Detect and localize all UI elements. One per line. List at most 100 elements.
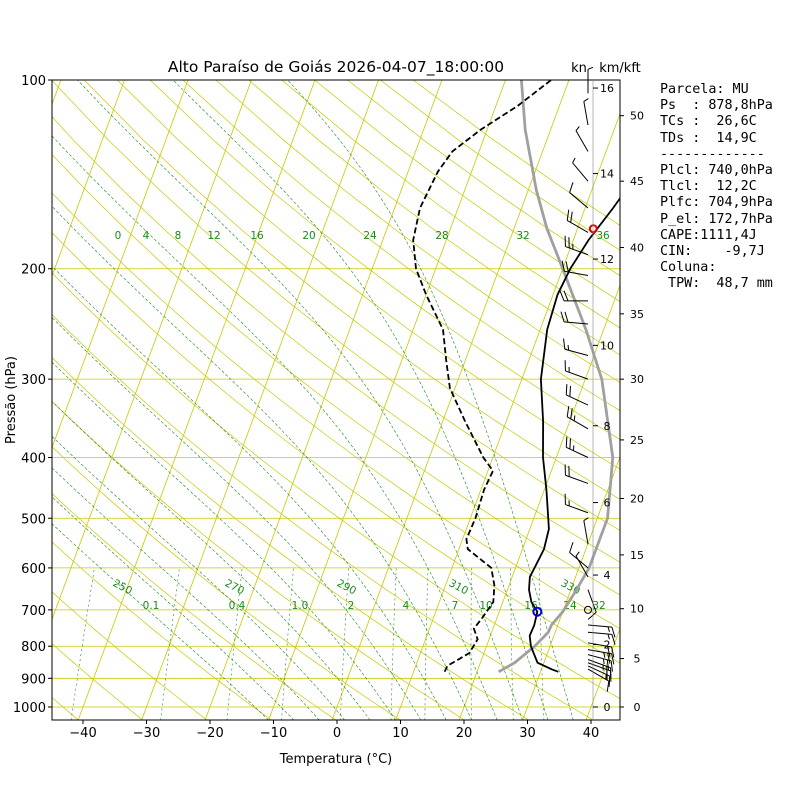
moist-adiabat-line [52,361,396,720]
barb-flag [563,290,569,302]
moist-adiabat-label: 16 [250,230,264,242]
moist-adiabat-line [52,467,320,720]
wind-barb [575,551,589,578]
barb-flag [569,542,574,553]
barb-shaft [569,552,589,569]
isotherm-line [52,80,252,621]
barb-half-flag [567,344,570,351]
kft-tick-label: 0 [634,701,641,714]
kft-tick-label: 40 [630,242,644,255]
dry-adiabat-line [52,192,620,630]
moist-adiabat-line [52,400,371,720]
wind-barb [587,624,616,638]
x-tick-label: 40 [583,726,600,741]
barb-shaft [587,654,612,662]
wind-barb [564,464,589,484]
wind-barb [561,260,589,276]
barb-flag [611,653,615,665]
wind-barb [564,493,589,514]
km-tick-label: 4 [604,569,611,582]
wind-barb [572,157,589,182]
dry-adiabat-line [52,314,594,720]
moist-adiabat-line [52,265,447,720]
isotherm-line [268,80,506,720]
parcel-info-panel: Parcela: MU Ps : 878,8hPa TCs : 26,6C TDs :… [660,82,773,293]
km-tick-label: 10 [600,339,614,352]
wind-barb [587,589,597,620]
moist-adiabat-label: 28 [435,230,448,242]
barb-half-flag [583,517,589,521]
mixing-ratio-line [340,567,349,720]
barb-flag [560,311,565,323]
mixing-ratio-label: 0.4 [229,600,246,612]
barb-flag [608,676,611,687]
y-tick-label: 200 [21,263,46,278]
barb-half-flag [573,415,576,421]
kft-tick-label: 15 [630,549,644,562]
dry-adiabat-line [52,591,208,720]
wind-barb [587,659,612,679]
dry-adiabat-line [248,80,620,356]
moist-adiabat-line [52,317,422,720]
moist-adiabat-line [287,80,574,720]
barb-flag [611,646,615,658]
y-tick-label: 400 [21,451,46,466]
wind-barb [565,436,589,458]
wind-barb [566,406,589,430]
moist-adiabat-label: 0 [115,230,122,242]
kft-tick-label: 45 [630,175,644,188]
wind-barb [560,311,589,325]
wind-barb [559,290,588,302]
x-tick-label: 0 [333,726,341,741]
barb-half-flag [602,658,605,665]
mixing-ratio-line [470,567,472,720]
el-marker [588,224,598,234]
barb-flag [565,261,569,273]
dewpoint-line [412,80,552,673]
barb-shaft [564,321,589,325]
isotherm-line [52,80,125,278]
km-tick-label: 0 [604,701,611,714]
kft-tick-label: 50 [630,110,644,123]
barb-shaft [583,520,589,545]
km-tick-label: 12 [600,253,614,266]
x-tick-label: 30 [519,726,536,741]
barb-flag [606,681,610,692]
mixing-ratio-line [424,567,429,720]
dry-adiabat-label: 250 [111,577,134,597]
barb-flag [569,182,574,193]
barb-half-flag [603,652,606,658]
km-tick-label: 2 [604,639,611,652]
mixing-ratio-line [281,567,294,720]
barb-flag [561,260,565,272]
info-line: Plfc: 704,9hPa [660,195,773,211]
dry-adiabat-line [52,153,620,596]
y-tick-label: 700 [21,604,46,619]
y-tick-label: 900 [21,672,46,687]
barb-half-flag [572,157,576,164]
barb-shaft [587,668,610,682]
moist-adiabat-line [52,135,498,720]
dry-adiabat-label: 270 [223,577,246,597]
barb-flag [570,211,573,223]
x-tick-label: −40 [69,726,96,741]
y-tick-label: 500 [21,512,46,527]
mixing-ratio-label: 10 [479,600,492,612]
dry-adiabat-line [84,80,620,500]
barb-flag [607,646,611,657]
wind-units-label: kn [571,61,587,76]
info-line: Tlcl: 12,2C [660,179,757,195]
wind-barb [587,665,611,687]
dry-adiabat-line [52,400,466,720]
kft-tick-label: 5 [634,653,641,666]
barb-flag [611,634,616,645]
wind-barb [569,542,589,569]
barb-flag [563,338,566,350]
lfc-marker [532,606,543,617]
isotherm-line [204,80,443,720]
wind-barb [575,126,589,152]
wind-barb [587,631,616,645]
wind-barb [569,182,589,209]
y-tick-label: 1000 [13,701,46,716]
mixing-ratio-line [226,567,243,720]
